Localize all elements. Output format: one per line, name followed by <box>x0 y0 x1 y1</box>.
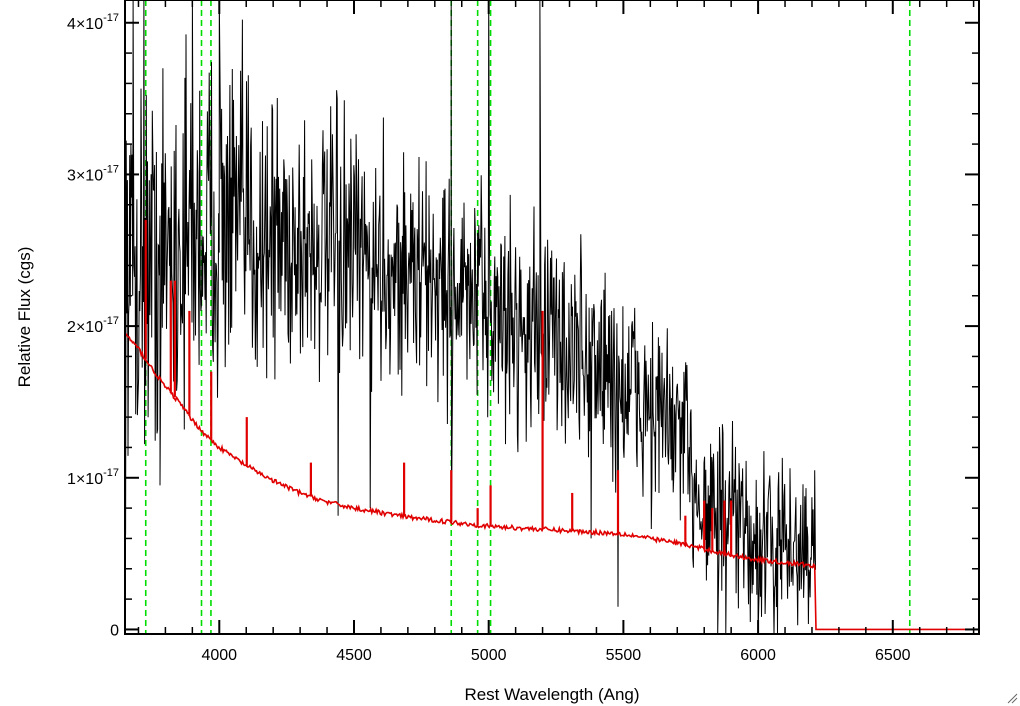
y-tick-label: 2×10-17 <box>67 315 119 336</box>
y-axis-label: Relative Flux (cgs) <box>15 247 34 388</box>
x-axis-label: Rest Wavelength (Ang) <box>464 685 639 704</box>
x-tick-label: 4000 <box>201 647 237 664</box>
x-tick-label: 5000 <box>471 647 507 664</box>
series-layer <box>124 0 979 635</box>
x-tick-label: 5500 <box>606 647 642 664</box>
y-tick-label: 3×10-17 <box>67 163 119 184</box>
resize-grip-icon[interactable] <box>1006 692 1018 704</box>
model-spectrum-line <box>124 333 979 631</box>
axis-ticks: 4000 4500 5000 5500 6000 6500 0 1×10-17 2×10-17 3… <box>67 0 979 664</box>
observed-spectrum-line <box>124 0 816 635</box>
x-tick-label: 6000 <box>740 647 776 664</box>
y-tick-label: 4×10-17 <box>67 12 119 33</box>
x-tick-label: 4500 <box>336 647 372 664</box>
y-tick-label: 1×10-17 <box>67 467 119 488</box>
x-tick-label: 6500 <box>875 647 911 664</box>
y-tick-label: 0 <box>110 622 119 639</box>
plot-frame <box>124 0 980 635</box>
